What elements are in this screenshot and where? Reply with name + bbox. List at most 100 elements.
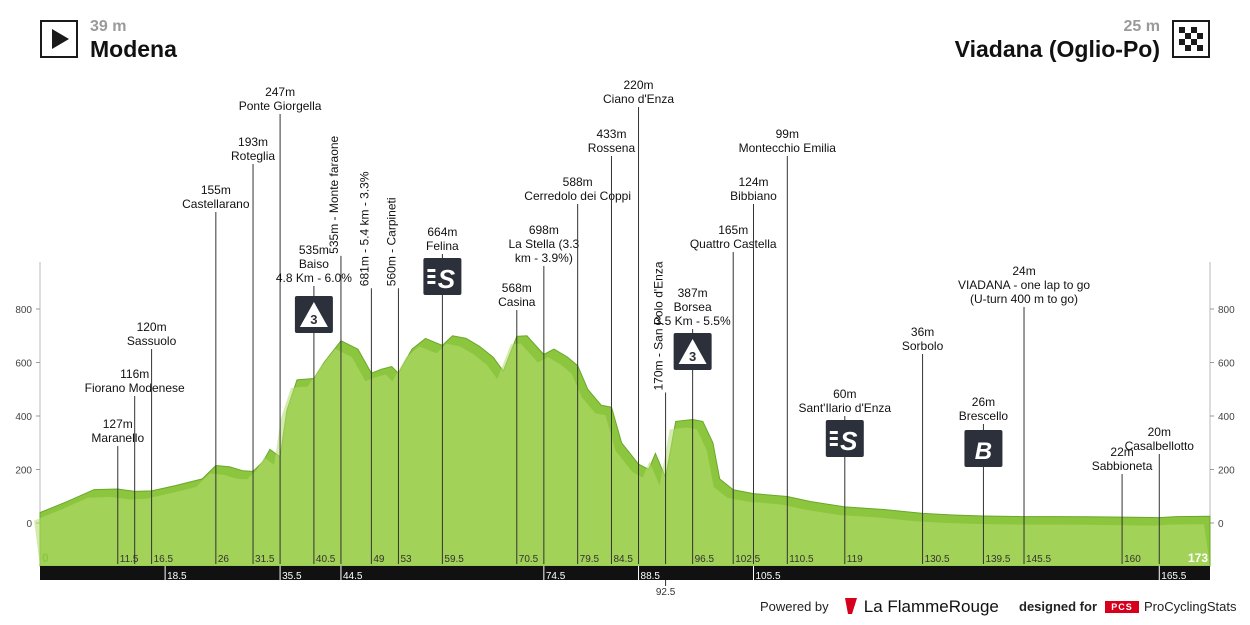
point-label-line: Bibbiano: [730, 189, 777, 203]
point-label-line: 124m: [738, 175, 768, 189]
km-marker-top: 31.5: [255, 554, 275, 565]
km-marker-top: 49: [373, 554, 385, 565]
flammerouge-logo: La FlammeRouge: [843, 597, 999, 617]
point-label-line: 26m: [972, 395, 995, 409]
point-label-line: La Stella (3.3: [508, 237, 579, 251]
pcs-name: ProCyclingStats: [1144, 599, 1237, 614]
start-flag-icon: [40, 20, 78, 58]
y-tick-label-left: 800: [15, 305, 32, 316]
pcs-logo-icon: PCS: [1105, 601, 1139, 613]
km-marker-bottom: 35.5: [282, 571, 302, 582]
climb-category-icon: 3: [673, 333, 712, 370]
km-marker-top: 70.5: [519, 554, 539, 565]
bonus-text: B: [975, 438, 992, 465]
km-marker-bottom: 105.5: [755, 571, 780, 582]
y-tick-label-right: 800: [1218, 305, 1235, 316]
point-label-line: 20m: [1148, 425, 1171, 439]
designed-for-text: designed for: [1019, 599, 1098, 614]
point-label-line: 22m: [1110, 445, 1133, 459]
finish-name: Viadana (Oglio-Po): [954, 36, 1160, 62]
y-tick-label-right: 400: [1218, 412, 1235, 423]
point-label-line: Ponte Giorgella: [239, 99, 322, 113]
y-tick-label-left: 200: [15, 466, 32, 477]
point-label-line: 99m: [776, 127, 799, 141]
point-label-line: VIADANA - one lap to go: [958, 278, 1090, 292]
point-label-line: Fiorano Modenese: [85, 381, 185, 395]
km-marker-bottom: 165.5: [1161, 571, 1186, 582]
km-marker-top: 139.5: [985, 554, 1010, 565]
point-label-line: 698m: [529, 223, 559, 237]
point-label-line: 127m: [103, 417, 133, 431]
km-marker-bottom: 18.5: [167, 571, 187, 582]
km-marker-top: 59.5: [444, 554, 464, 565]
km-marker-bottom: 88.5: [641, 571, 661, 582]
km-marker-top: 11.5: [120, 554, 139, 565]
sprint-icon: S: [423, 258, 462, 295]
point-label-line: 664m: [427, 225, 457, 239]
point-label-line: Borsea: [674, 300, 712, 314]
point-label-line: 120m: [137, 320, 167, 334]
point-label-line: Sant'Ilario d'Enza: [798, 401, 891, 415]
y-tick-label-right: 200: [1218, 466, 1235, 477]
km-marker-top: 16.5: [154, 554, 174, 565]
bonus-sprint-icon: B: [964, 430, 1003, 467]
y-tick-label-left: 0: [26, 519, 32, 530]
sprint-text: S: [840, 426, 858, 456]
point-label-line: 535m: [299, 243, 329, 257]
profile-shade: [34, 343, 1210, 566]
km-marker-top: 84.5: [613, 554, 633, 565]
km-marker-top: 40.5: [316, 554, 336, 565]
km-marker-top: 53: [400, 554, 412, 565]
km-marker-top: 102.5: [735, 554, 760, 565]
point-label-line: Cerredolo dei Coppi: [524, 189, 631, 203]
point-label-line: Brescello: [959, 409, 1009, 423]
flammerouge-brand: La FlammeRouge: [863, 597, 999, 616]
km-start-label: 0: [42, 551, 49, 565]
point-label-line: 3.5 Km - 5.5%: [655, 314, 731, 328]
point-label-line: Roteglia: [231, 149, 275, 163]
point-label-line: 36m: [911, 325, 934, 339]
point-label-line: 116m: [120, 367, 149, 381]
km-marker-top: 145.5: [1026, 554, 1051, 565]
point-label-line: Sabbioneta: [1092, 459, 1153, 473]
point-label-line: 588m: [563, 175, 593, 189]
start-elevation: 39 m: [90, 18, 127, 35]
climb-category-text: 3: [689, 349, 696, 364]
km-end-label: 173: [1188, 551, 1208, 565]
point-label-line: 193m: [238, 135, 268, 149]
km-marker-top: 26: [218, 554, 230, 565]
km-marker-top: 160: [1124, 554, 1141, 565]
point-label-line: Felina: [426, 239, 459, 253]
point-label-line: 4.8 Km - 6.0%: [276, 271, 352, 285]
y-tick-label-right: 600: [1218, 359, 1235, 370]
km-marker-top: 79.5: [580, 554, 600, 565]
km-marker-top: 130.5: [925, 554, 950, 565]
point-label-line: (U-turn 400 m to go): [970, 292, 1078, 306]
point-label-line: Sassuolo: [127, 334, 177, 348]
point-label-line: 165m: [718, 223, 748, 237]
finish-header: 25 m Viadana (Oglio-Po): [955, 18, 1160, 62]
km-marker-top: 110.5: [789, 554, 814, 565]
point-label-line: Quattro Castella: [690, 237, 777, 251]
y-tick-label-left: 600: [15, 359, 32, 370]
point-label-line: 433m: [596, 127, 626, 141]
finish-flag-icon: [1172, 20, 1210, 58]
point-label-line: km - 3.9%): [515, 251, 573, 265]
climb-category-text: 3: [310, 312, 317, 327]
point-label-vertical: 170m - San Polo d'Enza: [652, 261, 666, 390]
point-label-line: Casalbellotto: [1125, 439, 1195, 453]
